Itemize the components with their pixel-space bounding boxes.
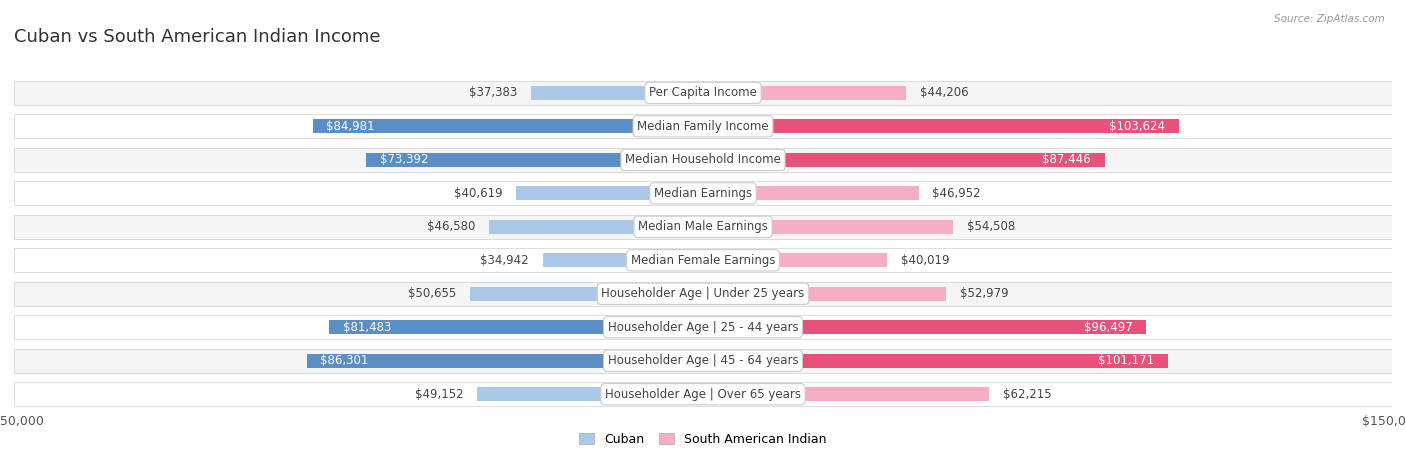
Bar: [366, 153, 703, 167]
Legend: Cuban, South American Indian: Cuban, South American Indian: [574, 428, 832, 451]
Bar: [703, 153, 1105, 167]
Text: Median Family Income: Median Family Income: [637, 120, 769, 133]
Text: Householder Age | 45 - 64 years: Householder Age | 45 - 64 years: [607, 354, 799, 367]
Text: $101,171: $101,171: [1098, 354, 1154, 367]
Text: $87,446: $87,446: [1042, 153, 1091, 166]
Text: $103,624: $103,624: [1109, 120, 1166, 133]
Text: $73,392: $73,392: [380, 153, 429, 166]
Bar: [14, 81, 1392, 105]
Text: $37,383: $37,383: [470, 86, 517, 99]
Bar: [14, 282, 1392, 306]
Bar: [531, 86, 703, 100]
Bar: [14, 315, 1392, 340]
Bar: [703, 86, 905, 100]
Text: Cuban vs South American Indian Income: Cuban vs South American Indian Income: [14, 28, 381, 46]
Text: Per Capita Income: Per Capita Income: [650, 86, 756, 99]
Bar: [703, 354, 1167, 368]
Text: Householder Age | Under 25 years: Householder Age | Under 25 years: [602, 287, 804, 300]
Text: $62,215: $62,215: [1002, 388, 1052, 401]
Text: $46,952: $46,952: [932, 187, 981, 200]
Bar: [703, 387, 988, 401]
Text: Median Household Income: Median Household Income: [626, 153, 780, 166]
Text: $54,508: $54,508: [967, 220, 1015, 234]
Bar: [703, 186, 918, 200]
Bar: [477, 387, 703, 401]
Bar: [516, 186, 703, 200]
Text: $44,206: $44,206: [920, 86, 969, 99]
Bar: [14, 349, 1392, 373]
Text: $81,483: $81,483: [343, 321, 391, 334]
Bar: [329, 320, 703, 334]
Bar: [14, 215, 1392, 239]
Bar: [471, 287, 703, 301]
Text: Householder Age | 25 - 44 years: Householder Age | 25 - 44 years: [607, 321, 799, 334]
Bar: [703, 320, 1146, 334]
Bar: [14, 181, 1392, 205]
Bar: [307, 354, 703, 368]
Bar: [703, 120, 1180, 134]
Text: $86,301: $86,301: [321, 354, 368, 367]
Text: Median Female Earnings: Median Female Earnings: [631, 254, 775, 267]
Text: $52,979: $52,979: [960, 287, 1008, 300]
Bar: [703, 220, 953, 234]
Text: $96,497: $96,497: [1084, 321, 1132, 334]
Bar: [14, 382, 1392, 406]
Text: $40,019: $40,019: [901, 254, 949, 267]
Bar: [14, 114, 1392, 138]
Bar: [312, 120, 703, 134]
Bar: [14, 148, 1392, 172]
Text: $46,580: $46,580: [427, 220, 475, 234]
Text: $84,981: $84,981: [326, 120, 375, 133]
Text: $49,152: $49,152: [415, 388, 464, 401]
Bar: [703, 287, 946, 301]
Text: Median Male Earnings: Median Male Earnings: [638, 220, 768, 234]
Text: $34,942: $34,942: [479, 254, 529, 267]
Bar: [703, 253, 887, 267]
Bar: [14, 248, 1392, 272]
Text: Source: ZipAtlas.com: Source: ZipAtlas.com: [1274, 14, 1385, 24]
Text: Householder Age | Over 65 years: Householder Age | Over 65 years: [605, 388, 801, 401]
Text: $50,655: $50,655: [408, 287, 457, 300]
Bar: [489, 220, 703, 234]
Bar: [543, 253, 703, 267]
Text: $40,619: $40,619: [454, 187, 503, 200]
Text: Median Earnings: Median Earnings: [654, 187, 752, 200]
